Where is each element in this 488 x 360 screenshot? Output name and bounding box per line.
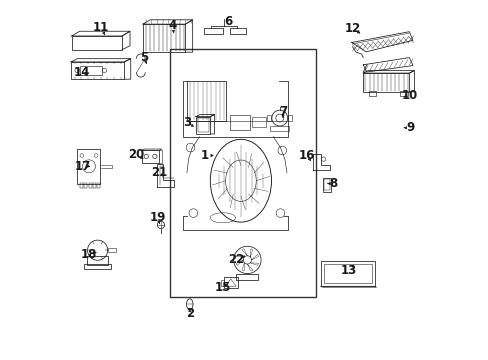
Text: 8: 8 <box>329 177 337 190</box>
Bar <box>230 28 245 34</box>
Bar <box>323 264 371 283</box>
Bar <box>80 183 82 188</box>
Bar <box>288 115 292 121</box>
Bar <box>80 66 102 75</box>
Text: 21: 21 <box>151 166 167 179</box>
Bar <box>196 117 210 134</box>
Bar <box>324 179 329 190</box>
Bar <box>142 150 159 163</box>
Text: 6: 6 <box>224 15 232 28</box>
Bar <box>363 73 408 92</box>
Text: 14: 14 <box>73 66 90 78</box>
Bar <box>251 117 265 127</box>
Bar <box>84 183 87 188</box>
Bar <box>71 62 124 79</box>
Bar <box>77 149 101 184</box>
Text: 12: 12 <box>344 22 360 35</box>
Text: 7: 7 <box>278 105 286 118</box>
Bar <box>72 36 122 50</box>
Text: 4: 4 <box>168 19 176 32</box>
Text: 9: 9 <box>405 121 413 134</box>
Text: 18: 18 <box>81 248 97 261</box>
Text: 16: 16 <box>298 149 314 162</box>
Text: 5: 5 <box>140 51 148 64</box>
Bar <box>107 248 115 252</box>
Bar <box>204 28 223 34</box>
Bar <box>186 81 226 121</box>
Text: 19: 19 <box>149 211 165 224</box>
Bar <box>84 264 111 269</box>
Bar <box>93 183 96 188</box>
Bar <box>266 115 270 121</box>
Text: 22: 22 <box>228 253 244 266</box>
Text: 20: 20 <box>127 148 143 161</box>
Bar <box>270 126 289 131</box>
Bar <box>368 91 375 96</box>
Bar <box>400 91 407 96</box>
Text: 10: 10 <box>401 89 417 102</box>
Bar <box>97 183 100 188</box>
Bar <box>88 183 91 188</box>
Bar <box>87 256 108 265</box>
Text: 11: 11 <box>93 21 109 33</box>
Bar <box>320 261 374 286</box>
Bar <box>236 274 258 280</box>
Bar <box>197 118 208 132</box>
Bar <box>220 280 224 286</box>
Text: 17: 17 <box>75 160 91 173</box>
Bar <box>223 277 238 288</box>
Bar <box>142 24 185 52</box>
Text: 13: 13 <box>340 264 356 276</box>
Bar <box>169 49 316 297</box>
Bar <box>322 178 330 192</box>
Text: 1: 1 <box>201 149 208 162</box>
Bar <box>230 115 249 130</box>
Text: 2: 2 <box>185 307 193 320</box>
Text: 3: 3 <box>183 116 191 129</box>
Text: 15: 15 <box>214 281 231 294</box>
